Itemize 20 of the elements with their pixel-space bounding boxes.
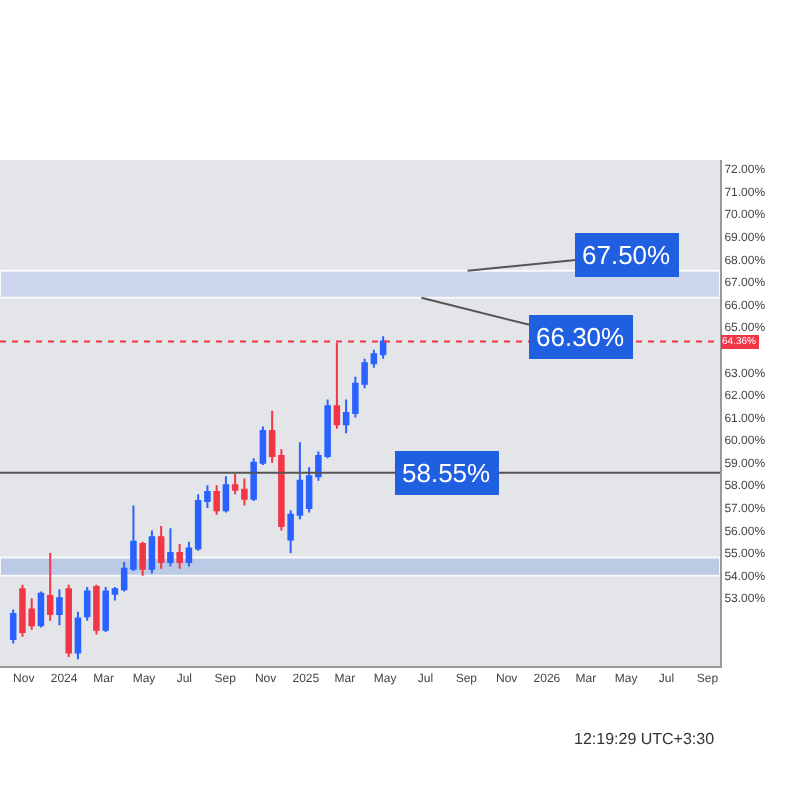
candlestick: [167, 527, 174, 568]
candlestick: [222, 475, 230, 514]
candlestick: [176, 543, 183, 570]
annotation: 66.30%: [536, 322, 626, 352]
candlestick: [148, 529, 156, 575]
candlestick: [46, 552, 54, 622]
candlestick: [9, 608, 17, 645]
candlestick: [139, 540, 146, 577]
annotation: 67.50%: [582, 240, 672, 270]
candlestick: [56, 588, 63, 627]
candlestick: [213, 484, 220, 516]
candlestick: [37, 590, 45, 629]
candlestick: [157, 524, 165, 570]
candlestick: [93, 583, 100, 636]
candlestick: [65, 583, 72, 658]
candlestick: [83, 585, 91, 622]
ref-line-label: 58.55%: [402, 458, 492, 488]
candlestick: [379, 335, 387, 360]
candlestick: [74, 610, 82, 661]
text: 12:19:29 UTC+3:30: [574, 730, 716, 748]
